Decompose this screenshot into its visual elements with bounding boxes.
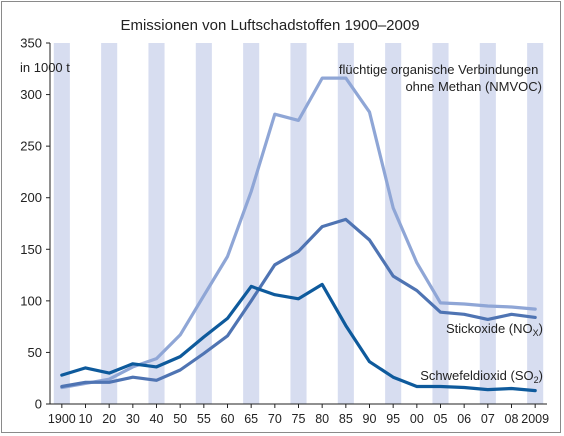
y-tick-label-350: 350: [20, 36, 42, 51]
x-tick-label-55: 55: [197, 412, 211, 426]
y-tick-label-250: 250: [20, 139, 42, 154]
series-line-nox: [60, 217, 537, 389]
x-tick-label-90: 90: [363, 412, 377, 426]
y-tick-label-150: 150: [20, 242, 42, 257]
x-tick-label-06: 06: [457, 412, 471, 426]
band-1900: [53, 43, 70, 404]
y-tick-label-50: 50: [28, 345, 42, 360]
series-layer: [60, 76, 537, 393]
band-95: [385, 43, 402, 404]
x-tick-label-2009: 2009: [521, 412, 549, 426]
y-tick-label-0: 0: [35, 397, 42, 412]
x-tick-label-65: 65: [244, 412, 258, 426]
y-tick-label-300: 300: [20, 87, 42, 102]
labels: Emissionen von Luftschadstoffen 1900–200…: [20, 17, 543, 385]
chart-title: Emissionen von Luftschadstoffen 1900–200…: [120, 17, 419, 34]
band-65: [243, 43, 260, 404]
x-tick-label-05: 05: [434, 412, 448, 426]
x-tick-label-30: 30: [126, 412, 140, 426]
x-tick-label-40: 40: [150, 412, 164, 426]
x-tick-label-20: 20: [102, 412, 116, 426]
band-85: [337, 43, 354, 404]
x-tick-label-00: 00: [410, 412, 424, 426]
x-tick-label-70: 70: [268, 412, 282, 426]
x-tick-label-08: 08: [505, 412, 519, 426]
series-label-nmvoc-line1: flüchtige organische Verbindungen: [339, 62, 538, 77]
x-tick-label-10: 10: [79, 412, 93, 426]
x-tick-label-60: 60: [221, 412, 235, 426]
series-label-nmvoc-line2: ohne Methan (NMVOC): [405, 79, 542, 94]
series-line-so2: [60, 282, 537, 393]
series-label-nox: Stickoxide (NOX): [446, 321, 543, 338]
band-05: [432, 43, 449, 404]
y-axis-unit-label: in 1000 t: [20, 60, 70, 75]
band-75: [290, 43, 307, 404]
series-label-so2: Schwefeldioxid (SO2): [420, 368, 543, 385]
series-label-nmvoc: flüchtige organische Verbindungen ohne M…: [339, 62, 542, 94]
x-tick-label-85: 85: [339, 412, 353, 426]
band-55: [195, 43, 212, 404]
x-tick-label-75: 75: [292, 412, 306, 426]
band-2009: [527, 43, 544, 404]
x-tick-label-1900: 1900: [48, 412, 76, 426]
x-tick-label-50: 50: [173, 412, 187, 426]
y-tick-label-100: 100: [20, 293, 42, 308]
x-tick-label-80: 80: [315, 412, 329, 426]
band-20: [101, 43, 118, 404]
band-40: [148, 43, 165, 404]
background-bands: [53, 43, 544, 404]
x-tick-label-95: 95: [386, 412, 400, 426]
x-tick-label-07: 07: [481, 412, 495, 426]
y-tick-label-200: 200: [20, 190, 42, 205]
band-07: [479, 43, 496, 404]
